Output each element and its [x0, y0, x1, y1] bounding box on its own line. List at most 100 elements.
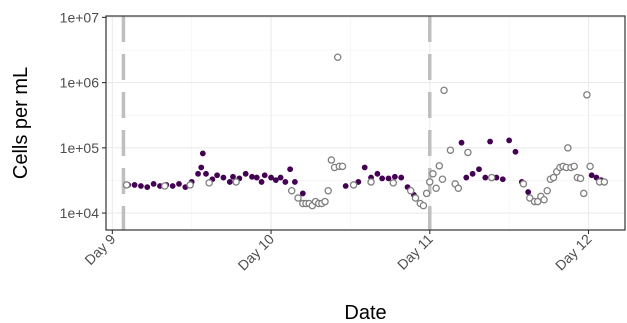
data-point-open [454, 184, 463, 193]
data-points [122, 53, 609, 210]
data-point-filled [506, 137, 513, 144]
data-point-open [338, 162, 347, 171]
data-point-filled [476, 166, 482, 173]
data-point-open [327, 156, 336, 164]
data-point-open [543, 186, 551, 195]
data-point-open [446, 146, 455, 154]
data-point-filled [242, 170, 249, 177]
data-point-filled [220, 174, 227, 181]
data-point-filled [249, 173, 255, 180]
data-point-filled [258, 179, 265, 185]
data-point-open [422, 189, 431, 198]
data-point-filled [277, 174, 284, 181]
data-point-filled [176, 180, 182, 187]
data-point-open [487, 173, 496, 182]
data-point-open [438, 175, 447, 183]
data-point-filled [499, 176, 506, 183]
data-point-open [389, 179, 398, 187]
data-point-open [411, 194, 420, 202]
y-tick-label: 1e+06 [60, 75, 100, 91]
data-point-filled [463, 174, 470, 181]
data-point-filled [458, 139, 465, 146]
data-point-open [564, 144, 572, 152]
x-tick-label: Day 12 [552, 231, 595, 274]
data-point-filled [385, 175, 392, 182]
data-point-filled [398, 174, 405, 181]
data-point-filled [391, 173, 398, 180]
data-point-open [429, 170, 437, 178]
grid-lines [106, 16, 625, 230]
x-axis-title: Date [344, 302, 386, 323]
data-point-filled [342, 183, 349, 189]
data-point-filled [199, 150, 206, 157]
data-point-open [464, 148, 472, 157]
data-point-filled [525, 189, 532, 195]
data-point-open [435, 162, 444, 170]
data-point-filled [268, 174, 274, 181]
data-point-filled [203, 170, 209, 177]
data-point-open [549, 173, 558, 182]
data-point-filled [214, 172, 221, 179]
data-point-open [287, 186, 296, 195]
y-tick-label: 1e+04 [60, 205, 100, 221]
data-point-open [440, 86, 448, 95]
data-point-open [583, 91, 591, 99]
data-point-open [324, 186, 332, 195]
data-point-open [160, 182, 169, 190]
axis-ticks: 1e+04 1e+05 1e+06 1e+07 Day 9 Day 10 Day 11 Day… [60, 9, 595, 273]
data-point-filled [150, 180, 157, 187]
data-point-filled [512, 148, 519, 155]
data-point-filled [482, 174, 489, 181]
data-point-filled [195, 170, 201, 177]
y-axis-title: Cells per mL [10, 67, 32, 179]
data-point-open [519, 180, 528, 188]
data-point-open [432, 184, 440, 193]
data-point-filled [144, 184, 151, 191]
data-point-filled [469, 170, 476, 177]
data-point-filled [198, 164, 205, 171]
data-point-open [419, 201, 428, 210]
data-point-filled [374, 170, 381, 177]
data-point-open [526, 194, 534, 202]
data-point-open [349, 181, 358, 189]
x-tick-label: Day 9 [81, 231, 118, 268]
data-point-filled [226, 179, 233, 185]
data-point-filled [291, 179, 298, 185]
data-point-filled [588, 172, 595, 179]
data-point-open [540, 196, 548, 204]
data-point-open [426, 178, 434, 186]
x-tick-label: Day 10 [235, 231, 278, 274]
data-point-filled [272, 177, 279, 184]
panel-border [105, 15, 626, 231]
data-point-filled [261, 172, 268, 179]
data-point-filled [253, 174, 260, 181]
data-point-filled [131, 182, 138, 188]
data-point-open [576, 174, 585, 183]
data-point-filled [379, 175, 386, 182]
data-point-filled [361, 164, 368, 171]
y-tick-label: 1e+07 [60, 9, 100, 25]
x-tick-label: Day 11 [394, 231, 436, 273]
data-point-filled [299, 190, 306, 197]
vertical-markers [121, 16, 432, 230]
data-point-open [122, 181, 131, 189]
data-point-filled [287, 166, 294, 173]
data-point-filled [487, 138, 493, 145]
data-point-filled [230, 173, 236, 180]
data-point-filled [169, 183, 176, 189]
data-point-filled [282, 179, 289, 185]
data-point-open [579, 189, 588, 198]
data-point-open [586, 162, 594, 171]
data-point-open [294, 194, 302, 202]
data-point-open [321, 197, 329, 206]
data-point-open [570, 162, 578, 171]
data-point-open [600, 178, 609, 186]
y-tick-label: 1e+05 [60, 140, 100, 156]
data-point-open [186, 181, 194, 189]
data-point-filled [138, 183, 144, 189]
data-point-open [333, 53, 342, 61]
data-point-open [406, 186, 415, 195]
data-point-open [367, 178, 375, 186]
data-point-open [205, 179, 213, 187]
